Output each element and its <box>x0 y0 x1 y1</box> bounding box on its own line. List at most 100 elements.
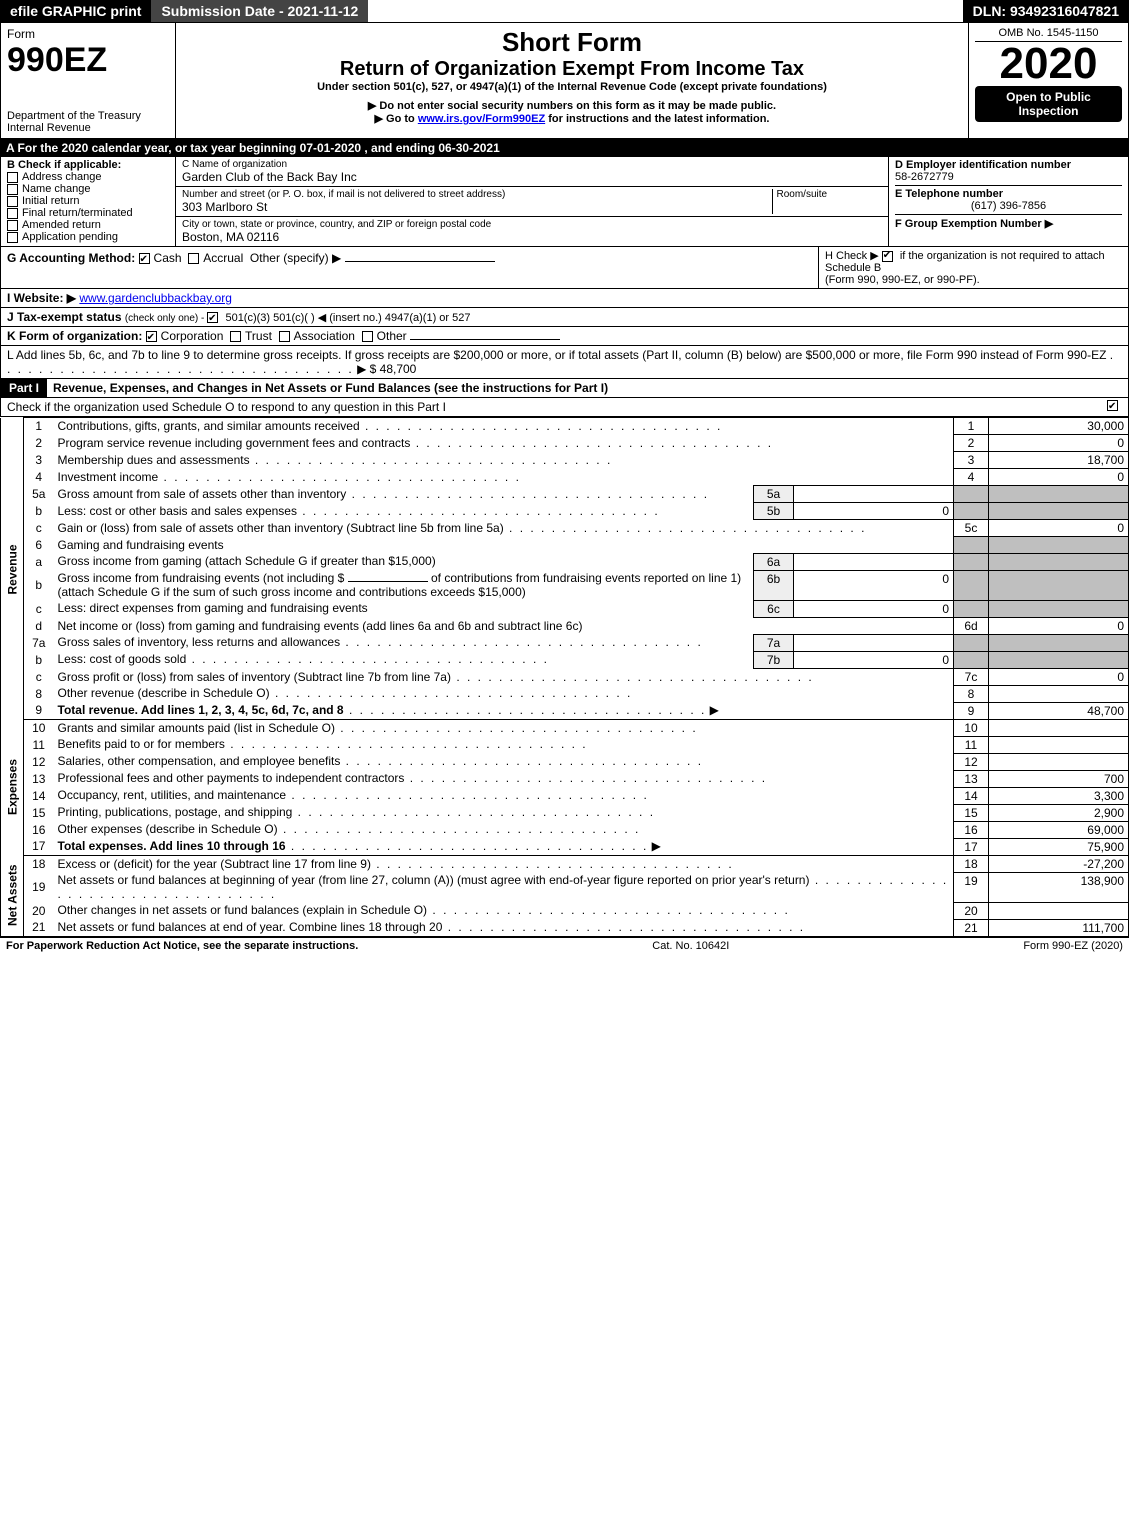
l7b-text: Less: cost of goods sold <box>58 652 187 666</box>
part1-title: Revenue, Expenses, and Changes in Net As… <box>47 379 614 397</box>
l6d-text: Net income or (loss) from gaming and fun… <box>58 619 583 633</box>
part1-title-note: (see the instructions for Part I) <box>434 381 608 395</box>
irs-link[interactable]: www.irs.gov/Form990EZ <box>418 113 545 125</box>
check-address-change[interactable] <box>7 172 18 183</box>
part1-title-b: Revenue, Expenses, and Changes in Net As… <box>53 381 431 395</box>
l6b-midval: 0 <box>794 570 954 600</box>
sub-note-3: ▶ Go to www.irs.gov/Form990EZ for instru… <box>182 112 962 125</box>
h-text1: H Check ▶ <box>825 250 882 262</box>
side-revenue: Revenue <box>1 418 24 720</box>
l12-no: 12 <box>24 753 54 770</box>
l21-no: 21 <box>24 919 54 936</box>
open-to-public-label: Open to Public Inspection <box>975 86 1122 122</box>
l5c-no: c <box>24 520 54 537</box>
irs-label: Internal Revenue <box>7 122 169 134</box>
l21-rn: 21 <box>954 919 989 936</box>
dept-label: Department of the Treasury <box>7 110 169 122</box>
l19-rn: 19 <box>954 872 989 902</box>
l6c-text: Less: direct expenses from gaming and fu… <box>58 601 368 615</box>
opt-other: Other (specify) ▶ <box>250 251 341 265</box>
l6-text: Gaming and fundraising events <box>54 537 954 554</box>
l6c-mid: 6c <box>754 600 794 617</box>
l19-val: 138,900 <box>989 872 1129 902</box>
l16-val: 69,000 <box>989 821 1129 838</box>
check-final-return[interactable] <box>7 208 18 219</box>
check-501c3[interactable] <box>207 312 218 323</box>
l2-no: 2 <box>24 435 54 452</box>
l3-val: 18,700 <box>989 452 1129 469</box>
l15-text: Printing, publications, postage, and shi… <box>58 805 293 819</box>
org-name: Garden Club of the Back Bay Inc <box>182 170 882 184</box>
l3-no: 3 <box>24 452 54 469</box>
d-label: D Employer identification number <box>895 159 1071 171</box>
part1-id: Part I <box>1 379 47 397</box>
l7c-text: Gross profit or (loss) from sales of inv… <box>58 670 451 684</box>
l10-no: 10 <box>24 719 54 736</box>
l21-text: Net assets or fund balances at end of ye… <box>58 920 443 934</box>
sub-note-1: Under section 501(c), 527, or 4947(a)(1)… <box>182 81 962 93</box>
check-accrual[interactable] <box>188 253 199 264</box>
check-cash[interactable] <box>139 253 150 264</box>
l9-rn: 9 <box>954 702 989 719</box>
efile-print-button[interactable]: efile GRAPHIC print <box>0 0 151 22</box>
check-trust[interactable] <box>230 331 241 342</box>
check-initial-return[interactable] <box>7 196 18 207</box>
opt-accrual: Accrual <box>203 251 243 265</box>
l16-no: 16 <box>24 821 54 838</box>
l9-arrow: ▶ <box>710 703 719 717</box>
dln-label: DLN: 93492316047821 <box>963 0 1129 22</box>
c-name-label: C Name of organization <box>182 159 882 170</box>
l18-rn: 18 <box>954 855 989 872</box>
footer-mid: Cat. No. 10642I <box>652 940 729 952</box>
l14-rn: 14 <box>954 787 989 804</box>
l5a-midval <box>794 486 954 503</box>
l15-no: 15 <box>24 804 54 821</box>
l6c-midval: 0 <box>794 600 954 617</box>
l17-rn: 17 <box>954 838 989 855</box>
check-application-pending[interactable] <box>7 232 18 243</box>
check-schedule-b[interactable] <box>882 251 893 262</box>
sub3-pre: ▶ Go to <box>375 113 418 125</box>
part1-check-note: Check if the organization used Schedule … <box>7 400 446 414</box>
check-schedule-o[interactable] <box>1107 400 1118 411</box>
k-label: K Form of organization: <box>7 329 142 343</box>
l15-rn: 15 <box>954 804 989 821</box>
j-label: J Tax-exempt status <box>7 310 122 324</box>
l13-rn: 13 <box>954 770 989 787</box>
l10-text: Grants and similar amounts paid (list in… <box>58 721 335 735</box>
opt-amended: Amended return <box>22 219 101 231</box>
opt-address: Address change <box>22 171 102 183</box>
l16-rn: 16 <box>954 821 989 838</box>
l6a-no: a <box>24 553 54 570</box>
check-corporation[interactable] <box>146 331 157 342</box>
i-label: I Website: ▶ <box>7 291 76 305</box>
sub3-post: for instructions and the latest informat… <box>548 113 769 125</box>
j-note: (check only one) - <box>125 313 207 324</box>
l12-text: Salaries, other compensation, and employ… <box>58 754 341 768</box>
l3-text: Membership dues and assessments <box>58 453 250 467</box>
g-label: G Accounting Method: <box>7 251 135 265</box>
l12-val <box>989 753 1129 770</box>
check-amended-return[interactable] <box>7 220 18 231</box>
l6a-mid: 6a <box>754 553 794 570</box>
side-net: Net Assets <box>1 855 24 936</box>
l20-text: Other changes in net assets or fund bala… <box>58 903 428 917</box>
l7a-no: 7a <box>24 634 54 651</box>
f-label: F Group Exemption Number ▶ <box>895 218 1053 230</box>
opt-pending: Application pending <box>22 231 118 243</box>
org-city: Boston, MA 02116 <box>182 230 882 244</box>
submission-date-label: Submission Date - 2021-11-12 <box>151 0 368 22</box>
website-link[interactable]: www.gardenclubbackbay.org <box>79 291 232 305</box>
l5b-no: b <box>24 503 54 520</box>
l12-rn: 12 <box>954 753 989 770</box>
l8-val <box>989 685 1129 702</box>
check-other-org[interactable] <box>362 331 373 342</box>
check-association[interactable] <box>279 331 290 342</box>
k-other: Other <box>377 329 407 343</box>
l4-val: 0 <box>989 469 1129 486</box>
c-street-label: Number and street (or P. O. box, if mail… <box>182 189 772 200</box>
opt-name: Name change <box>22 183 91 195</box>
check-name-change[interactable] <box>7 184 18 195</box>
footer-left: For Paperwork Reduction Act Notice, see … <box>6 940 358 952</box>
l6c-no: c <box>24 600 54 617</box>
